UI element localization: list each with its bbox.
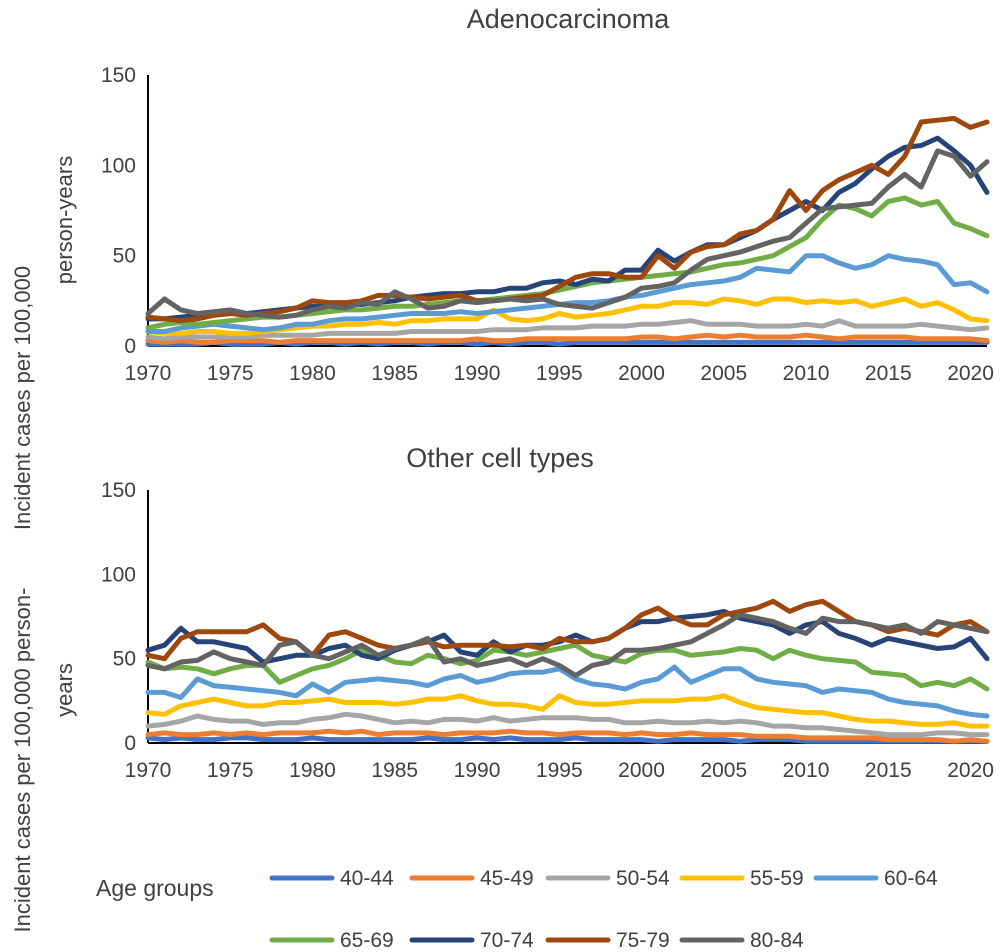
y-tick-label: 50	[113, 245, 136, 268]
legend-title: Age groups	[96, 875, 214, 901]
series-line-60-64	[145, 664, 990, 719]
legend-label: 65-69	[340, 929, 394, 952]
y-tick-labels: 0 50 100 150	[101, 64, 136, 358]
y-tick-label: 0	[124, 732, 136, 755]
legend-label: 80-84	[750, 929, 804, 952]
y-axis-title-line-4: years	[52, 663, 77, 717]
series-line-45-49	[145, 332, 990, 345]
x-tick-label: 1995	[536, 759, 583, 782]
y-tick-label: 100	[101, 154, 136, 177]
y-axis-title-line-3: Incident cases per 100,000 person-	[10, 588, 35, 933]
y-tick-label: 50	[113, 648, 136, 671]
series-line-40-44	[145, 735, 990, 744]
x-tick-label: 1995	[536, 362, 583, 385]
legend-label: 50-54	[616, 867, 670, 890]
x-tick-label: 1980	[289, 362, 336, 385]
y-tick-label: 100	[101, 563, 136, 586]
y-axis-title-line-1: Incident cases per 100,000	[10, 266, 35, 530]
x-tick-labels: 1970 1975 1980 1985 1990 1995 2000 2005 2010 2015…	[125, 362, 994, 385]
y-tick-labels: 0 50 100 150	[101, 479, 136, 755]
x-tick-label: 1970	[125, 362, 172, 385]
chart-title: Adenocarcinoma	[467, 4, 671, 34]
series-line-45-49	[145, 728, 990, 744]
x-tick-label: 1975	[207, 362, 254, 385]
series-line-80-84	[145, 612, 990, 678]
chart-title: Other cell types	[406, 443, 594, 473]
x-tick-label: 2005	[700, 362, 747, 385]
y-axis-title-line-2: person-years	[52, 156, 77, 284]
x-tick-label: 2015	[865, 362, 912, 385]
x-tick-label: 2000	[618, 759, 665, 782]
y-tick-label: 0	[124, 335, 136, 358]
series-line-50-54	[145, 318, 990, 342]
series-line-55-59	[145, 296, 990, 336]
series-line-55-59	[145, 693, 990, 729]
legend-label: 55-59	[750, 867, 804, 890]
legend-label: 70-74	[480, 929, 534, 952]
series-line-80-84	[145, 148, 990, 320]
legend-items: 40-44 45-49 50-54 55-59 60-64 65-69 70-74 75-79…	[269, 867, 938, 952]
axes	[147, 75, 987, 347]
legend-label: 45-49	[480, 867, 534, 890]
y-axis-title-group: Incident cases per 100,000 person-years …	[10, 156, 77, 933]
y-tick-label: 150	[101, 64, 136, 87]
series-line-65-69	[145, 642, 990, 692]
x-tick-label: 2000	[618, 362, 665, 385]
x-tick-label: 2005	[700, 759, 747, 782]
legend-label: 60-64	[884, 867, 938, 890]
plot-lines	[145, 115, 990, 347]
x-tick-label: 1985	[371, 759, 418, 782]
plot-lines	[145, 598, 990, 744]
x-tick-label: 2020	[947, 362, 994, 385]
series-line-75-79	[145, 598, 990, 662]
x-tick-label: 1990	[454, 362, 501, 385]
series-line-60-64	[145, 253, 990, 334]
series-line-75-79	[145, 115, 990, 324]
x-tick-labels: 1970 1975 1980 1985 1990 1995 2000 2005 2010 2015…	[125, 759, 994, 782]
x-tick-label: 1970	[125, 759, 172, 782]
series-line-50-54	[145, 711, 990, 738]
legend: Age groups 40-44 45-49 50-54 55-59 60-64 65-6…	[96, 867, 938, 952]
x-tick-label: 2020	[947, 759, 994, 782]
x-tick-label: 2010	[783, 362, 830, 385]
x-tick-label: 2015	[865, 759, 912, 782]
chart-panel-adenocarcinoma: Adenocarcinoma 0 50 100 150 1970 1975 1980 198…	[101, 4, 994, 385]
x-tick-label: 1985	[371, 362, 418, 385]
x-tick-label: 1990	[454, 759, 501, 782]
x-tick-label: 1980	[289, 759, 336, 782]
y-tick-label: 150	[101, 479, 136, 502]
x-tick-label: 2010	[783, 759, 830, 782]
series-line-70-74	[145, 135, 990, 322]
legend-label: 40-44	[340, 867, 394, 890]
legend-label: 75-79	[616, 929, 670, 952]
x-tick-label: 1975	[207, 759, 254, 782]
